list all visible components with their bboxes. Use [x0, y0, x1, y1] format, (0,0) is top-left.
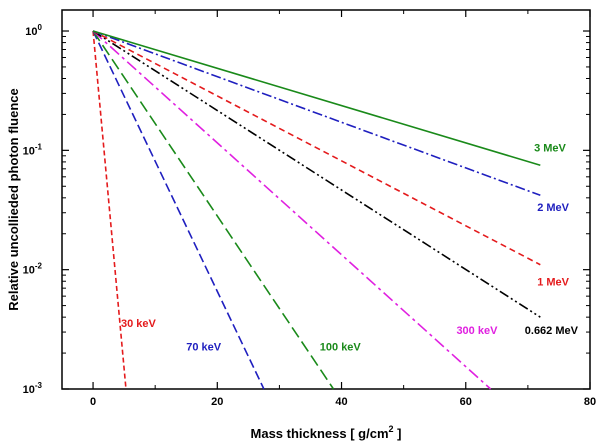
x-tick-label: 0 [90, 396, 96, 408]
series-label: 1 MeV [537, 276, 569, 288]
series-line [92, 30, 541, 197]
x-tick-label: 40 [335, 396, 347, 408]
x-tick-label: 60 [460, 396, 472, 408]
series-label: 0.662 MeV [525, 325, 579, 337]
y-tick-label: 10-3 [23, 381, 43, 396]
x-tick-label: 20 [211, 396, 223, 408]
series-line [92, 30, 492, 390]
x-axis-title-end: ] [394, 426, 402, 441]
series-line [92, 30, 541, 266]
plot-frame [61, 9, 591, 390]
y-tick-exp: -2 [35, 262, 43, 271]
y-tick-base: 10 [23, 145, 35, 157]
y-tick-base: 10 [23, 384, 35, 396]
x-tick-label: 80 [584, 396, 596, 408]
series-label: 30 keV [121, 318, 157, 330]
y-tick-base: 10 [25, 26, 37, 38]
series-line [92, 30, 541, 167]
series-line [92, 30, 335, 390]
series-line [92, 30, 127, 390]
y-tick-label: 100 [25, 23, 42, 38]
x-axis-title-text: Mass thickness [ g/cm [251, 426, 389, 441]
series-label: 100 keV [320, 342, 362, 354]
series-label: 70 keV [186, 342, 222, 354]
y-axis-title: Relative uncollieded photon fluence [6, 88, 21, 310]
series-label: 300 keV [456, 325, 498, 337]
y-tick-label: 10-2 [23, 262, 43, 277]
series-lines [92, 30, 541, 390]
series-label: 2 MeV [537, 202, 569, 214]
series-label: 3 MeV [534, 142, 566, 154]
y-tick-base: 10 [23, 265, 35, 277]
y-tick-exp: -1 [35, 142, 43, 151]
series-line [92, 30, 541, 318]
y-tick-exp: 0 [38, 23, 43, 32]
y-tick-label: 10-1 [23, 142, 43, 157]
x-axis-title-sup: 2 [389, 424, 394, 434]
series-labels: 30 keV 70 keV 100 keV 300 keV 0.662 MeV 1 MeV… [121, 142, 579, 353]
y-tick-exp: -3 [35, 381, 43, 390]
x-axis-title: Mass thickness [ g/cm2 ] [251, 424, 402, 441]
series-line [92, 30, 265, 390]
